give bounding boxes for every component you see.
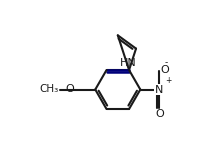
Text: -: -: [165, 58, 168, 67]
Text: CH₃: CH₃: [39, 84, 59, 94]
Text: O: O: [155, 109, 164, 119]
Text: O: O: [66, 84, 75, 94]
Text: HN: HN: [120, 58, 137, 68]
Text: +: +: [165, 76, 171, 85]
Text: N: N: [155, 85, 164, 95]
Text: O: O: [161, 65, 169, 75]
